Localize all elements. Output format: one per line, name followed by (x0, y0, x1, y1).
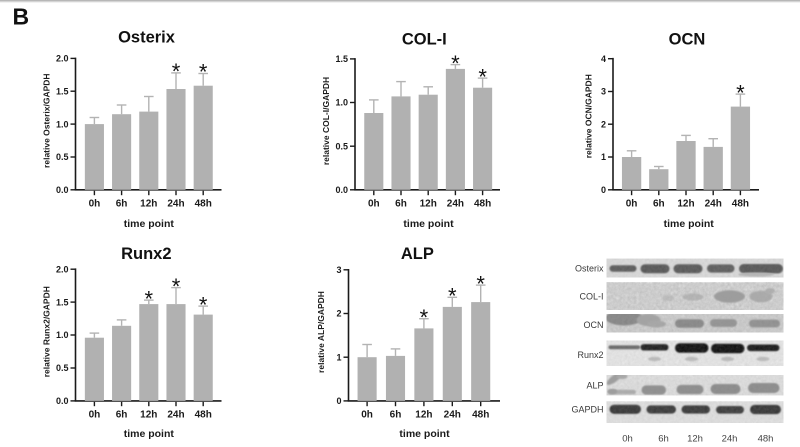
svg-text:0h: 0h (89, 409, 101, 420)
svg-text:2.0: 2.0 (56, 264, 69, 274)
svg-text:0: 0 (601, 185, 606, 195)
svg-text:relative Runx2/GAPDH: relative Runx2/GAPDH (42, 286, 52, 377)
svg-text:*: * (172, 59, 181, 84)
svg-text:relative ALP/GAPDH: relative ALP/GAPDH (316, 291, 326, 373)
svg-text:6h: 6h (395, 199, 407, 210)
svg-text:24h: 24h (705, 199, 722, 210)
svg-text:24h: 24h (444, 409, 461, 420)
svg-text:time point: time point (664, 218, 715, 230)
svg-text:24h: 24h (167, 409, 184, 420)
svg-text:COL-I: COL-I (579, 292, 603, 302)
svg-text:*: * (420, 305, 429, 330)
svg-text:0h: 0h (626, 199, 638, 210)
svg-text:1.0: 1.0 (56, 330, 69, 340)
svg-text:6h: 6h (390, 409, 402, 420)
svg-text:0: 0 (336, 396, 341, 406)
svg-text:6h: 6h (116, 409, 128, 420)
svg-text:0.0: 0.0 (56, 185, 69, 195)
svg-text:0h: 0h (361, 409, 373, 420)
svg-text:COL-I: COL-I (402, 31, 447, 49)
svg-text:2: 2 (601, 120, 606, 130)
svg-text:6h: 6h (116, 199, 128, 210)
svg-text:OCN: OCN (669, 31, 706, 49)
svg-text:*: * (736, 80, 745, 105)
svg-text:relative Osterix/GAPDH: relative Osterix/GAPDH (42, 73, 52, 167)
svg-text:Osterix: Osterix (575, 264, 604, 274)
svg-text:48h: 48h (474, 199, 491, 210)
svg-text:OCN: OCN (584, 320, 604, 330)
svg-text:0.0: 0.0 (56, 396, 69, 406)
svg-text:*: * (476, 271, 485, 296)
svg-text:48h: 48h (472, 409, 489, 420)
svg-text:1.0: 1.0 (56, 119, 69, 129)
svg-text:1.5: 1.5 (335, 54, 348, 64)
svg-text:relative COL-I/GAPDH: relative COL-I/GAPDH (321, 77, 331, 165)
svg-text:12h: 12h (420, 199, 437, 210)
svg-text:GAPDH: GAPDH (571, 405, 603, 415)
svg-text:24h: 24h (447, 199, 464, 210)
svg-text:*: * (145, 286, 154, 311)
svg-text:1.5: 1.5 (56, 297, 69, 307)
svg-text:6h: 6h (653, 199, 665, 210)
svg-text:ALP: ALP (401, 245, 434, 263)
svg-text:0h: 0h (89, 199, 101, 210)
svg-text:time point: time point (124, 218, 175, 230)
svg-text:0.5: 0.5 (56, 152, 69, 162)
svg-text:time point: time point (403, 218, 454, 230)
svg-text:12h: 12h (687, 434, 703, 445)
svg-text:24h: 24h (722, 434, 738, 445)
svg-text:3: 3 (601, 87, 606, 97)
svg-text:2.0: 2.0 (56, 54, 69, 64)
svg-text:time point: time point (124, 428, 175, 440)
svg-text:48h: 48h (195, 199, 212, 210)
svg-text:Osterix: Osterix (118, 29, 176, 47)
svg-text:1: 1 (336, 352, 341, 362)
svg-text:relative OCN/GAPDH: relative OCN/GAPDH (584, 74, 594, 158)
svg-text:48h: 48h (758, 434, 774, 445)
svg-text:48h: 48h (732, 199, 749, 210)
svg-text:6h: 6h (658, 434, 669, 445)
svg-text:3: 3 (336, 265, 341, 275)
svg-text:4: 4 (601, 54, 606, 64)
svg-text:0.5: 0.5 (56, 363, 69, 373)
svg-text:*: * (172, 274, 181, 299)
svg-text:12h: 12h (677, 199, 694, 210)
svg-text:*: * (451, 51, 460, 76)
svg-text:time point: time point (399, 428, 450, 440)
svg-text:48h: 48h (195, 409, 212, 420)
svg-text:24h: 24h (167, 199, 184, 210)
svg-text:2: 2 (336, 309, 341, 319)
svg-text:12h: 12h (140, 409, 157, 420)
svg-text:0h: 0h (368, 199, 380, 210)
svg-text:*: * (478, 64, 487, 89)
svg-text:*: * (199, 292, 208, 317)
svg-text:12h: 12h (140, 199, 157, 210)
svg-text:0.0: 0.0 (335, 185, 348, 195)
svg-text:*: * (199, 60, 208, 85)
svg-text:1.0: 1.0 (335, 98, 348, 108)
svg-text:ALP: ALP (586, 381, 603, 391)
svg-text:1: 1 (601, 152, 606, 162)
svg-text:B: B (13, 3, 30, 29)
svg-text:1.5: 1.5 (56, 87, 69, 97)
svg-text:0h: 0h (622, 434, 633, 445)
svg-text:12h: 12h (415, 409, 432, 420)
svg-text:Runx2: Runx2 (121, 245, 171, 263)
svg-text:Runx2: Runx2 (577, 350, 603, 360)
svg-text:*: * (448, 284, 457, 309)
svg-text:0.5: 0.5 (335, 141, 348, 151)
